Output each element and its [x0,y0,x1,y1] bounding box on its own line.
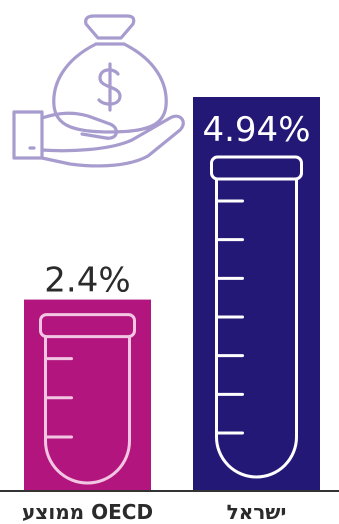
value-label-1: 4.94% [202,110,310,150]
category-label-1: ישראל [227,500,287,524]
category-label-0: ממוצע OECD [22,500,153,524]
bar-1 [193,97,320,491]
value-label-0: 2.4% [44,261,130,301]
money-bag-hand-icon [12,14,185,168]
test-tube-icon [39,313,136,485]
test-tube-icon [210,155,303,479]
bar-0 [24,299,151,491]
